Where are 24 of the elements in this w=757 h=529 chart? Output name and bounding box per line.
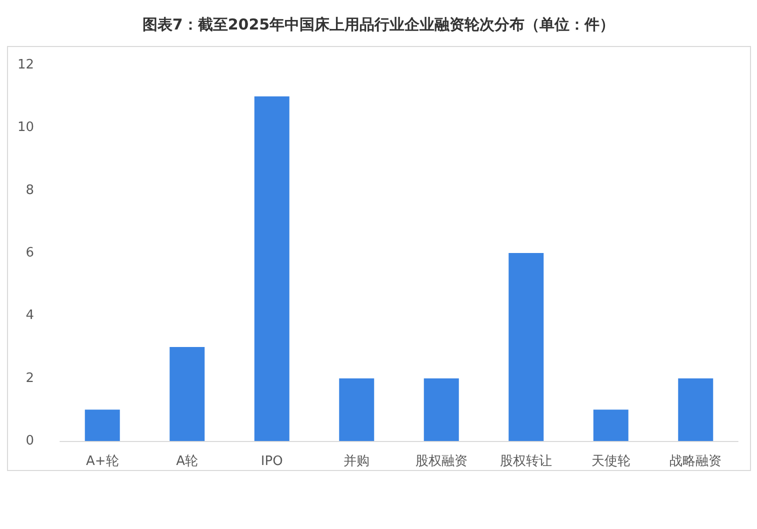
bar [593,410,628,441]
chart-title: 图表7：截至2025年中国床上用品行业企业融资轮次分布（单位：件） [142,16,615,34]
x-tick-label: 股权融资 [415,454,468,469]
y-tick-label: 2 [26,370,34,386]
x-tick-label: A轮 [176,454,198,469]
bar [339,378,374,441]
bar [170,347,205,441]
x-tick-label: 股权转让 [500,454,552,469]
y-tick-label: 4 [26,308,34,324]
x-tick-label: A+轮 [86,454,119,469]
x-tick-label: 战略融资 [670,454,722,469]
bar [424,378,459,441]
bar [254,96,290,441]
y-tick-label: 12 [17,58,34,72]
y-tick-label: 10 [17,120,34,136]
y-tick-label: 6 [26,246,34,260]
bar [84,410,120,441]
x-tick-label: 并购 [344,454,370,469]
y-tick-label: 8 [26,182,34,198]
bar [678,378,714,441]
y-tick-label: 0 [26,434,34,448]
bar [508,253,544,441]
x-tick-label: IPO [260,454,283,469]
x-tick-label: 天使轮 [591,454,630,469]
